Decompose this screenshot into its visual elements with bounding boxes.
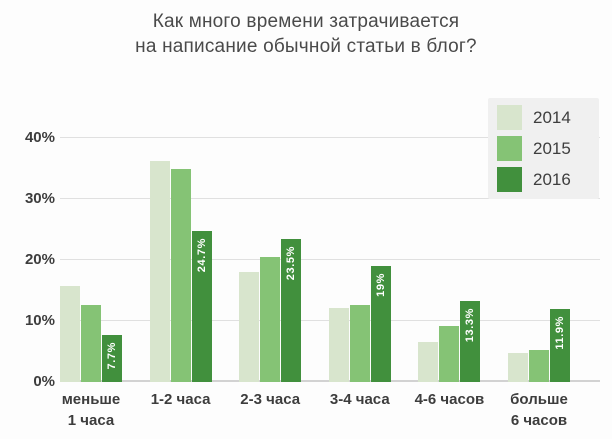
bar-2014	[150, 161, 170, 382]
bar-2015	[171, 169, 191, 382]
legend-swatch-2015	[497, 136, 522, 161]
legend-label: 2015	[533, 138, 571, 158]
bar-2016: 19%	[371, 266, 391, 382]
chart-title-line2: на написание обычной статьи в блог?	[135, 36, 477, 57]
bar-value-label: 13.3%	[464, 308, 476, 343]
bar-2014	[508, 353, 528, 382]
bar-2016: 7.7%	[102, 335, 122, 382]
y-gridline	[60, 259, 600, 260]
bar-2015	[529, 350, 549, 382]
bar-value-label: 19%	[375, 273, 387, 297]
x-axis-category-label: больше 6 часов	[510, 391, 568, 429]
bar-2014	[418, 342, 438, 382]
legend-swatch-2014	[497, 105, 522, 130]
bar-2016: 11.9%	[550, 309, 570, 382]
bar-group: 24.7%	[150, 115, 212, 382]
legend-item-2014: 2014	[497, 105, 591, 130]
x-axis-category-label: меньше 1 часа	[61, 391, 121, 429]
y-axis-tick-label: 30%	[24, 190, 55, 207]
bar-2016: 13.3%	[460, 301, 480, 382]
x-axis-category-label: 1-2 часа	[150, 391, 211, 408]
bar-2015	[350, 305, 370, 382]
bar-value-label: 7.7%	[106, 342, 118, 370]
bar-value-label: 11.9%	[554, 316, 566, 350]
legend-label: 2016	[533, 169, 571, 189]
legend-label: 2014	[533, 107, 571, 127]
y-gridline	[60, 198, 600, 199]
y-axis-tick-label: 20%	[24, 251, 55, 268]
bar-group: 13.3%	[418, 115, 480, 382]
y-axis-tick-label: 10%	[24, 312, 55, 329]
bar-2014	[239, 272, 259, 382]
bar-value-label: 23.5%	[285, 246, 297, 281]
y-axis-tick-label: 0%	[33, 373, 55, 390]
bar-2014	[329, 308, 349, 382]
x-axis-category-label: 2-3 часа	[240, 391, 301, 408]
bar-value-label: 24.7%	[196, 238, 208, 273]
bar-2015	[81, 305, 101, 382]
bar-2015	[439, 326, 459, 382]
legend-swatch-2016	[497, 167, 522, 192]
bar-group: 19%	[329, 115, 391, 382]
bar-2016: 23.5%	[281, 239, 301, 382]
legend-item-2016: 2016	[497, 167, 591, 192]
chart-title-line1: Как много времени затрачивается	[152, 11, 460, 32]
x-axis-category-label: 3-4 часа	[329, 391, 390, 408]
bar-group: 7.7%	[60, 115, 122, 382]
bar-2016: 24.7%	[192, 231, 212, 382]
bar-2015	[260, 257, 280, 382]
y-axis-tick-label: 40%	[24, 129, 55, 146]
legend-item-2015: 2015	[497, 136, 591, 161]
y-gridline	[60, 137, 600, 138]
bar-2014	[60, 286, 80, 382]
bar-group: 11.9%	[508, 115, 570, 382]
chart-title: Как много времени затрачивается на напис…	[0, 9, 612, 59]
plot-area: 7.7% 24.7% 23.5% 19% 13.3% 11.9%	[60, 115, 600, 382]
x-axis-category-label: 4-6 часов	[414, 391, 485, 408]
bar-group: 23.5%	[239, 115, 301, 382]
legend: 2014 2015 2016	[488, 98, 599, 199]
